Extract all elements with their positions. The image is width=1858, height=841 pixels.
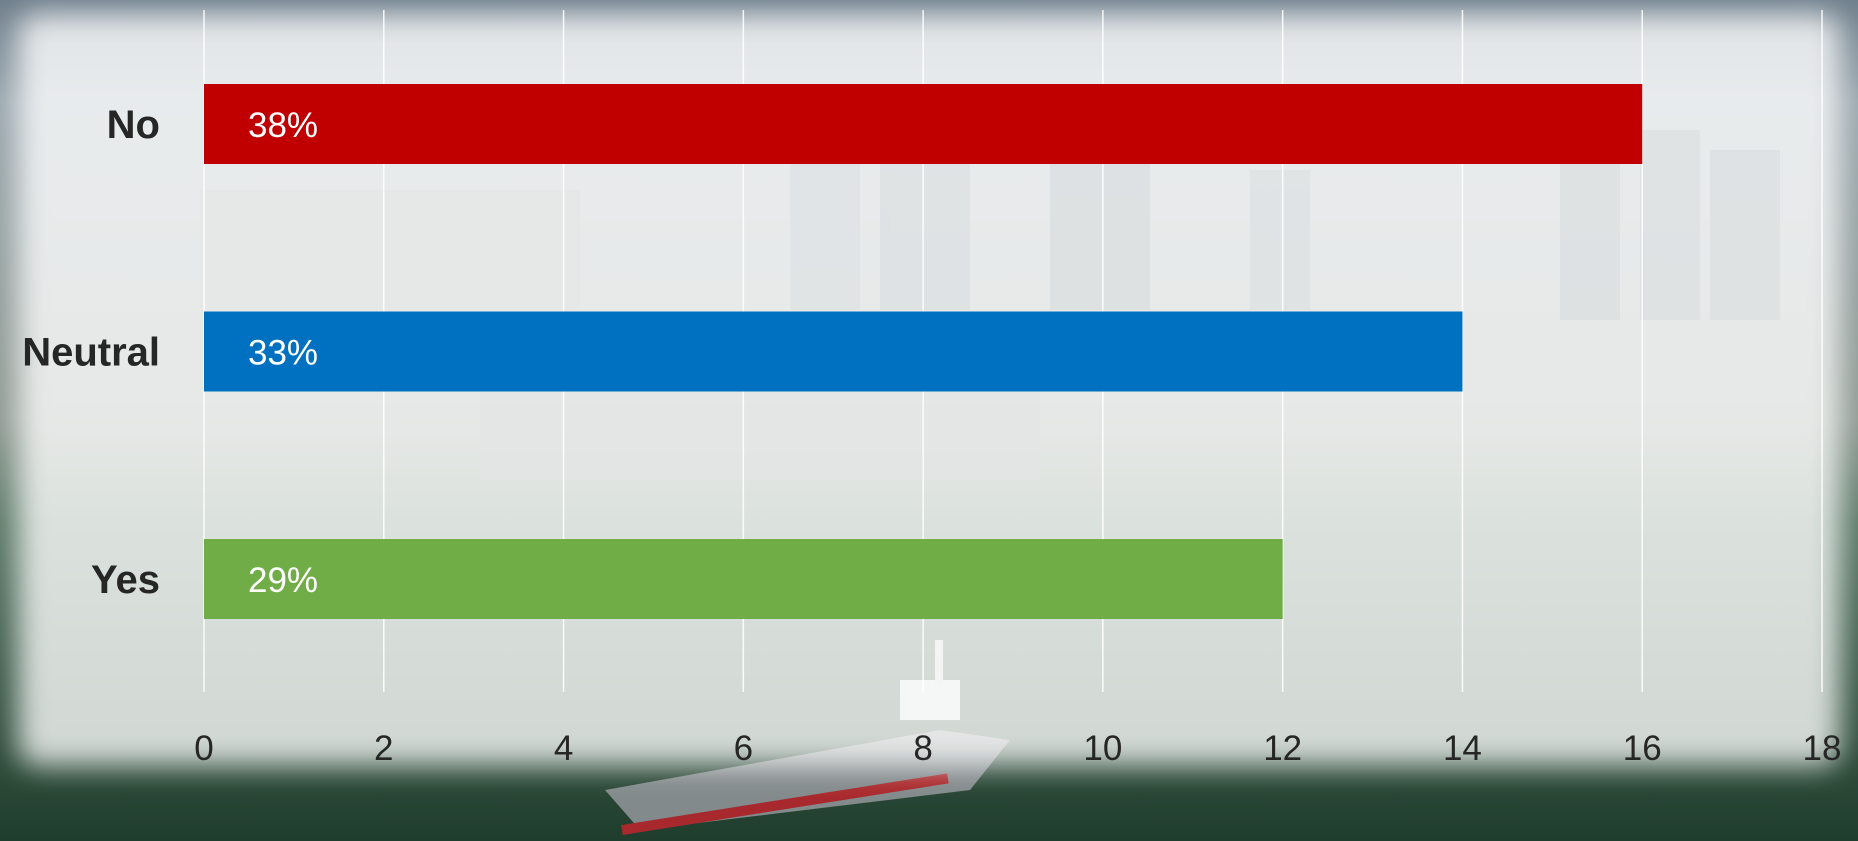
x-tick-label: 8 [913,729,932,768]
category-label-yes: Yes [91,558,160,602]
data-label-no: 38% [248,106,318,145]
x-tick-label: 6 [734,729,753,768]
bars [204,84,1643,619]
x-tick-label: 14 [1443,729,1482,768]
x-tick-label: 12 [1263,729,1302,768]
category-label-neutral: Neutral [22,331,160,375]
bar-no [204,84,1643,164]
x-tick-label: 0 [194,729,213,768]
x-tick-label: 18 [1803,729,1842,768]
bar-yes [204,539,1283,619]
data-label-yes: 29% [248,561,318,600]
x-tick-label: 2 [374,729,393,768]
x-tick-label: 10 [1083,729,1122,768]
category-labels: No Neutral Yes [22,103,160,602]
data-labels: 38% 33% 29% [248,106,318,600]
data-label-neutral: 33% [248,334,318,373]
x-tick-label: 4 [554,729,573,768]
bar-neutral [204,311,1463,392]
x-tick-label: 16 [1623,729,1662,768]
x-tick-labels: 0 2 4 6 8 10 12 14 16 18 [194,729,1841,768]
category-label-no: No [107,103,160,147]
